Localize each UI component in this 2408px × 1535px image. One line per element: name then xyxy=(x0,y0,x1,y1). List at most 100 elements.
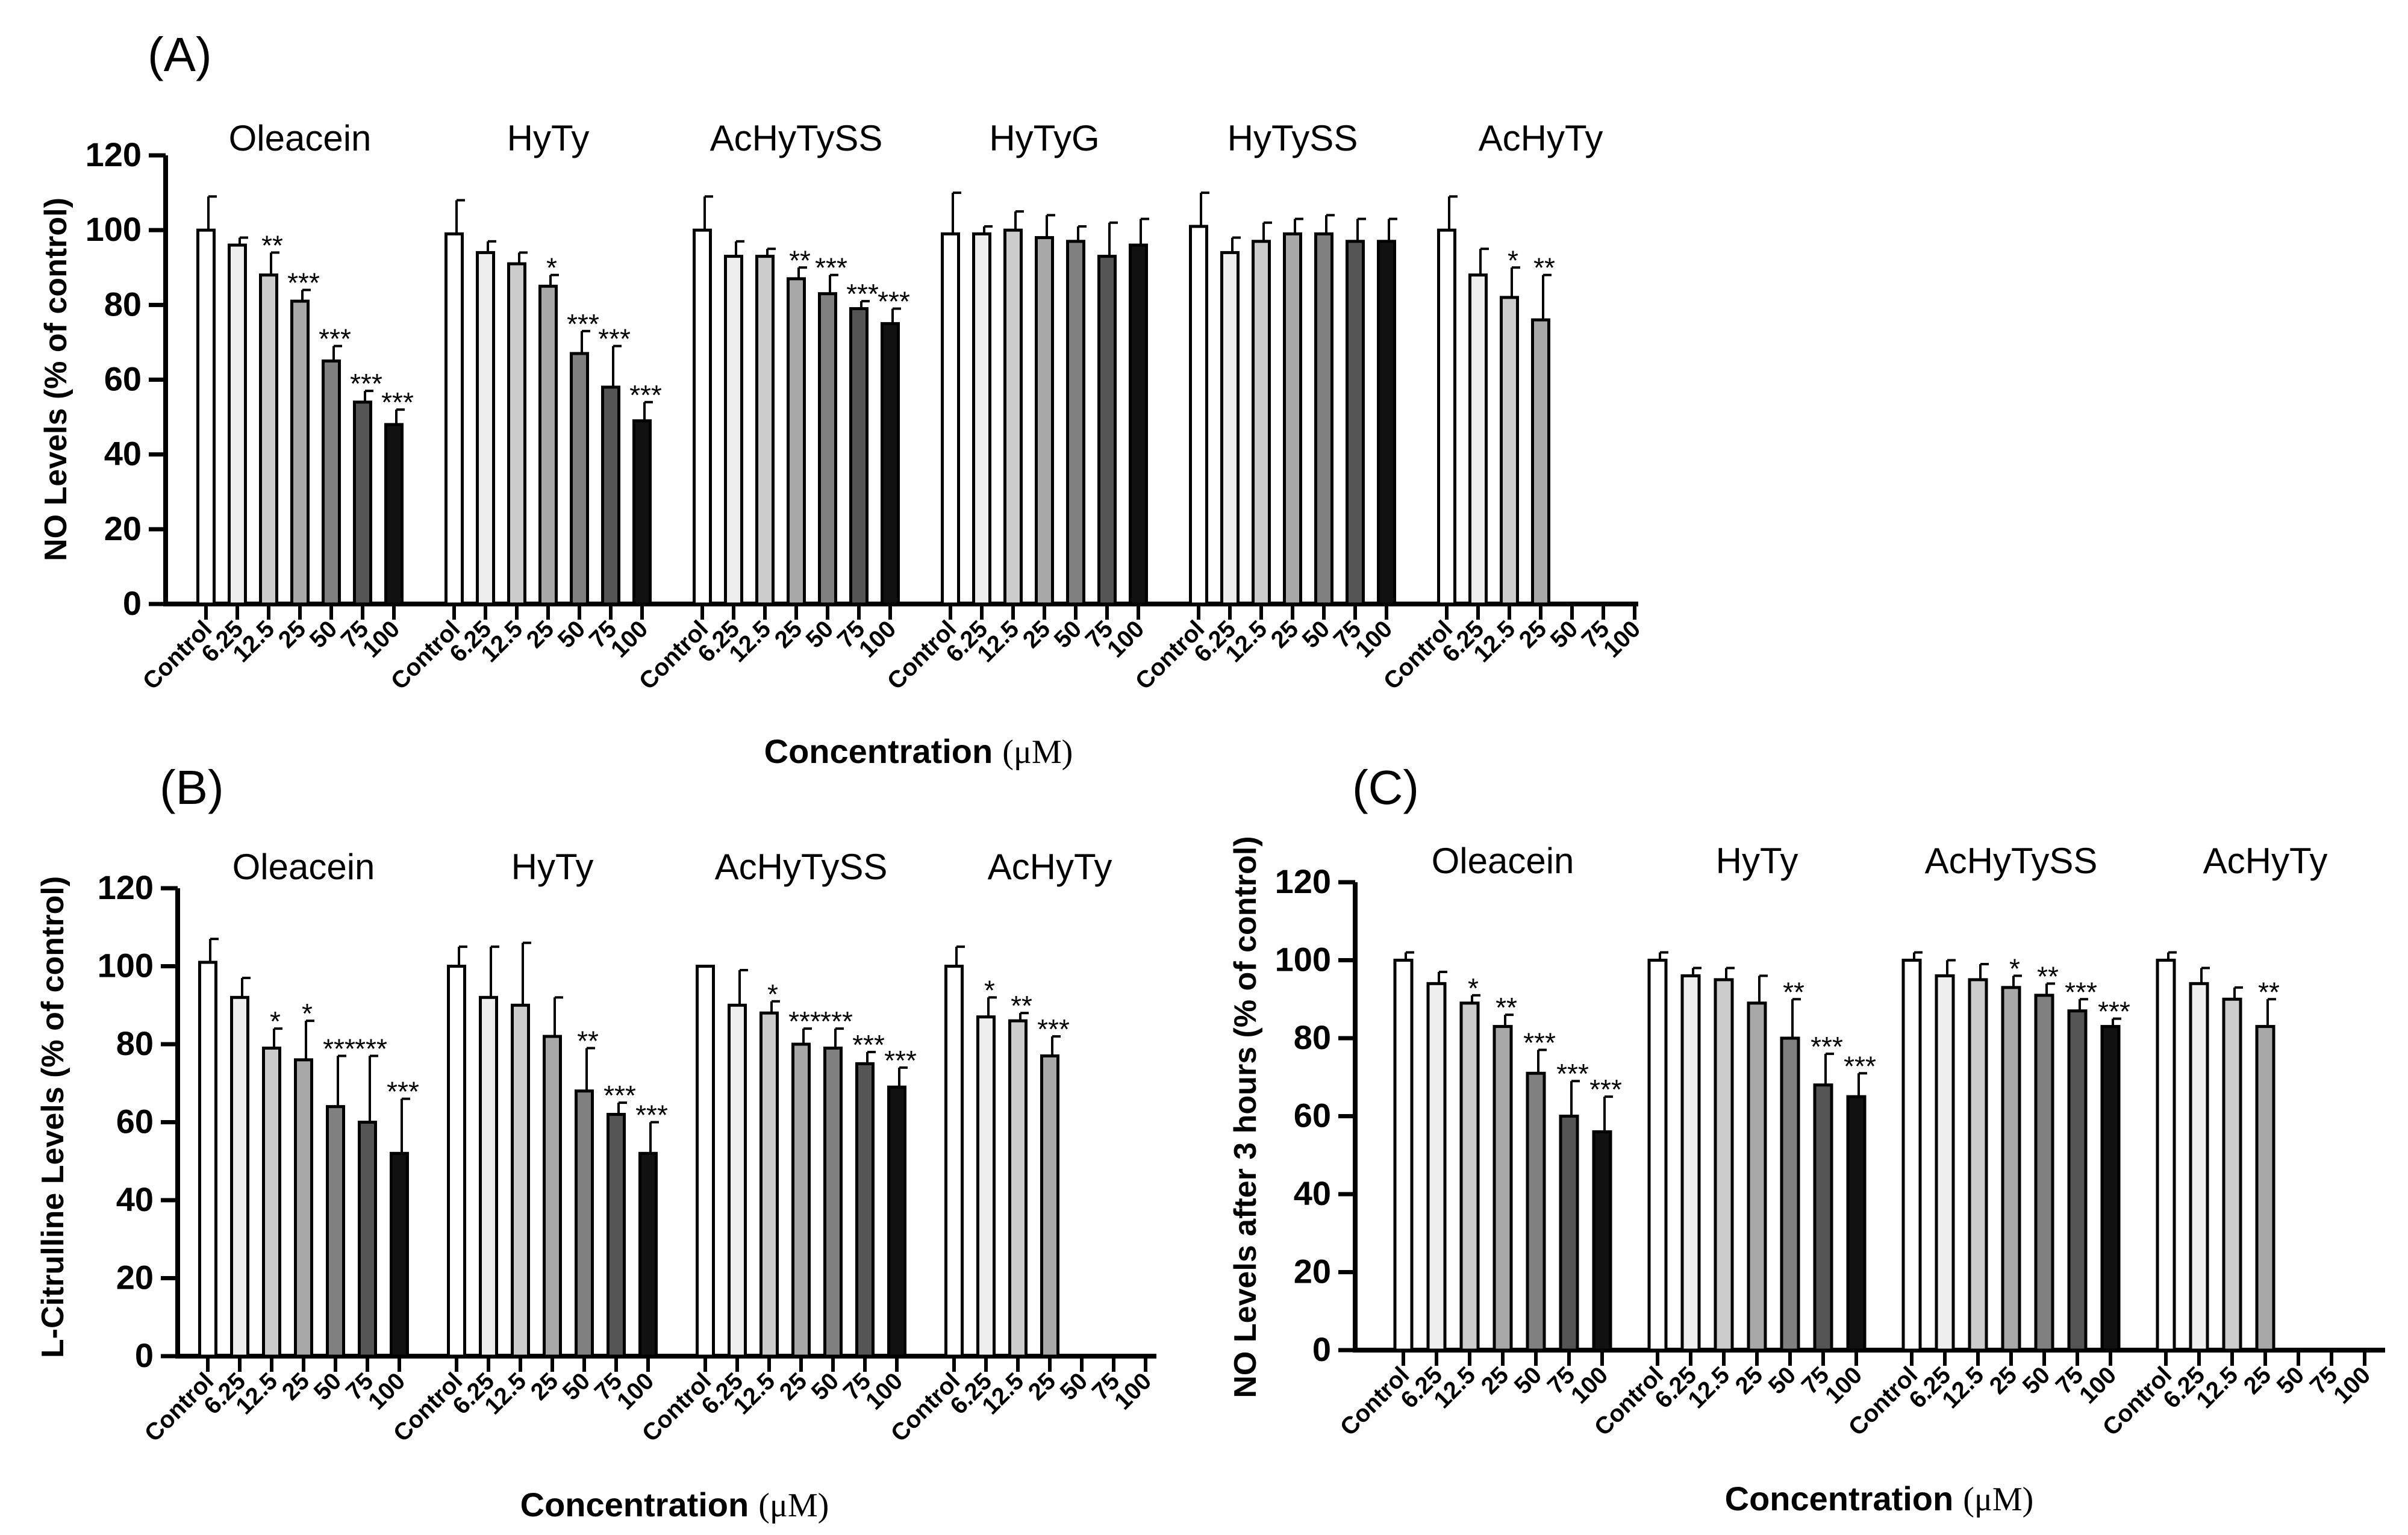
group-label: Oleacein xyxy=(229,118,372,158)
bar xyxy=(1097,255,1117,606)
significance-label: *** xyxy=(1811,1031,1843,1062)
group-label: AcHyTy xyxy=(2203,841,2328,881)
bar xyxy=(724,255,743,606)
bar xyxy=(1314,232,1333,606)
significance-label: *** xyxy=(846,278,879,310)
significance-label: *** xyxy=(820,1006,853,1037)
y-tick-label: 120 xyxy=(98,868,154,906)
significance-label: *** xyxy=(350,368,382,399)
group-label: HyTy xyxy=(507,118,590,158)
y-tick-label: 60 xyxy=(104,360,142,398)
bar xyxy=(507,262,526,606)
panel-A: (A) NO Levels (% of control) 0 20 40 60 80 100 1… xyxy=(39,28,1645,771)
bar xyxy=(976,1015,996,1358)
bar xyxy=(1559,1115,1579,1352)
y-tick-label: 20 xyxy=(104,509,142,547)
bar xyxy=(632,419,652,606)
bar xyxy=(787,277,806,606)
significance-label: ** xyxy=(2037,961,2059,992)
bar xyxy=(2001,986,2021,1352)
significance-label: ** xyxy=(1011,990,1032,1021)
bar xyxy=(1035,236,1054,606)
x-axis-label-unit: (μM) xyxy=(1002,733,1073,771)
significance-label: *** xyxy=(287,267,320,299)
group-label: Oleacein xyxy=(1432,841,1574,881)
bar xyxy=(855,1062,875,1358)
bar xyxy=(1393,959,1414,1352)
x-tick-label: 100 xyxy=(612,1368,659,1415)
y-tick-label: 0 xyxy=(1312,1330,1331,1368)
bar xyxy=(479,995,498,1358)
x-axis-label: Concentration (μM) xyxy=(764,732,1073,771)
bar xyxy=(696,965,715,1358)
bar xyxy=(1066,240,1085,606)
bar xyxy=(322,359,341,606)
y-tick-label: 60 xyxy=(116,1103,154,1141)
significance-label: *** xyxy=(1844,1050,1876,1082)
significance-label: ** xyxy=(1496,992,1517,1023)
significance-label: *** xyxy=(2098,996,2130,1027)
bar xyxy=(1493,1025,1513,1352)
x-tick-label: 100 xyxy=(2074,1362,2121,1409)
significance-label: *** xyxy=(635,1100,668,1131)
group-label: HyTyG xyxy=(989,118,1099,158)
panel-B: (B) L-Citrulline Levels (% of control) 0 20… xyxy=(36,761,1156,1524)
x-axis-label: Concentration (μM) xyxy=(1725,1480,2034,1518)
bar xyxy=(823,1046,843,1358)
bar xyxy=(1220,251,1240,606)
y-tick-label: 0 xyxy=(123,584,142,622)
bar xyxy=(1647,959,1668,1352)
group-label: AcHyTy xyxy=(1479,118,1603,158)
x-tick-label: 50 xyxy=(2272,1362,2310,1400)
bar xyxy=(1040,1054,1059,1358)
x-tick-label: 100 xyxy=(358,615,405,662)
y-axis-label: NO Levels (% of control) xyxy=(39,198,73,561)
bar xyxy=(728,1003,747,1358)
significance-label: *** xyxy=(815,252,847,284)
bar xyxy=(447,965,466,1358)
y-tick-label: 40 xyxy=(116,1180,154,1218)
bar xyxy=(575,1089,594,1358)
bar xyxy=(1531,318,1550,606)
significance-label: * xyxy=(984,974,995,1006)
bar xyxy=(294,1058,313,1358)
significance-label: *** xyxy=(1523,1027,1556,1058)
y-tick-label: 120 xyxy=(1275,862,1331,900)
significance-label: ** xyxy=(2258,976,2280,1007)
bar xyxy=(1346,240,1365,606)
y-axis-label: NO Levels after 3 hours (% of control) xyxy=(1228,836,1263,1398)
bar xyxy=(1252,240,1271,606)
bar xyxy=(755,255,775,606)
x-axis-label-unit: (μM) xyxy=(758,1487,829,1524)
bar xyxy=(2156,959,2176,1352)
bar xyxy=(511,1003,530,1358)
bar xyxy=(538,284,558,606)
bar xyxy=(2189,982,2209,1352)
bar xyxy=(2067,1009,2088,1352)
x-tick-label: 100 xyxy=(363,1368,410,1415)
bar xyxy=(791,1042,811,1358)
y-tick-label: 80 xyxy=(116,1024,154,1062)
significance-label: *** xyxy=(319,323,351,355)
group-label: HyTySS xyxy=(1227,118,1358,158)
x-tick-label: 100 xyxy=(606,615,653,662)
significance-label: *** xyxy=(598,323,631,355)
bar xyxy=(1377,240,1396,606)
bar xyxy=(818,292,837,606)
significance-label: *** xyxy=(878,286,910,317)
y-axis-label: L-Citrulline Levels (% of control) xyxy=(36,876,70,1358)
x-axis-label-unit: (μM) xyxy=(1963,1481,2033,1518)
x-axis-label-text: Concentration xyxy=(1725,1480,1954,1518)
x-axis-label-text: Concentration xyxy=(520,1486,749,1524)
x-tick-label: 25 xyxy=(1730,1362,1768,1400)
significance-label: *** xyxy=(604,1080,636,1111)
group-label: AcHyTySS xyxy=(710,118,883,158)
significance-label: *** xyxy=(567,308,599,340)
x-tick-label: 25 xyxy=(1476,1362,1514,1400)
x-tick-label: 25 xyxy=(2239,1362,2277,1400)
bar xyxy=(259,273,278,606)
y-tick-label: 80 xyxy=(104,285,142,323)
bar xyxy=(1500,296,1519,606)
bar xyxy=(601,385,620,606)
